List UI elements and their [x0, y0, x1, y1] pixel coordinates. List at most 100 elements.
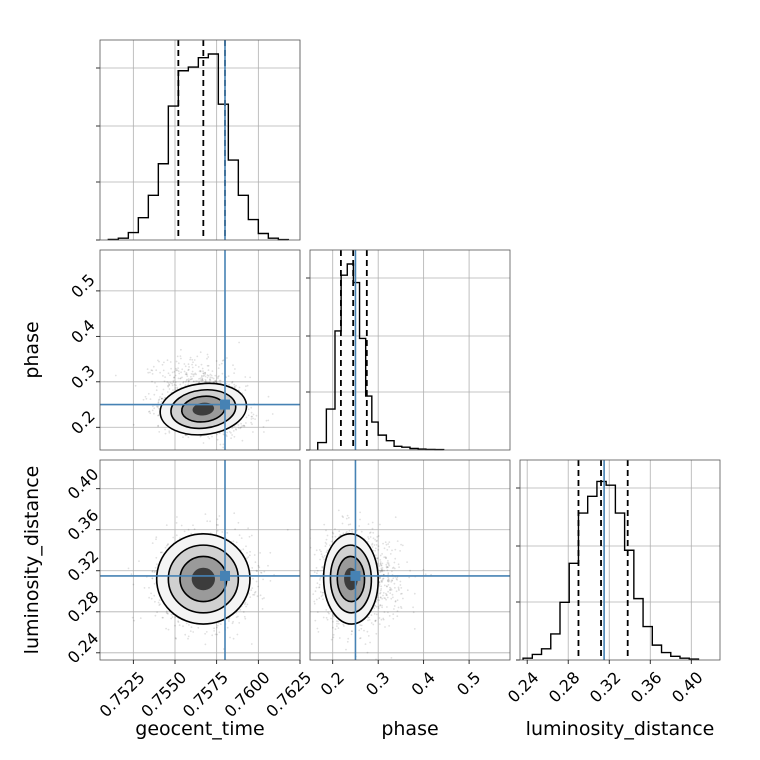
- sample-point: [253, 593, 256, 596]
- sample-point: [391, 593, 394, 596]
- sample-point: [332, 626, 334, 629]
- sample-point: [211, 370, 214, 372]
- sample-point: [341, 522, 344, 525]
- sample-point: [386, 585, 388, 588]
- sample-point: [332, 532, 335, 535]
- sample-point: [319, 577, 322, 580]
- sample-point: [191, 366, 194, 369]
- gridlines: [100, 40, 301, 240]
- sample-point: [375, 544, 378, 546]
- sample-point: [154, 566, 157, 569]
- y-tick-label: 0.40: [64, 464, 103, 503]
- histogram-phase: [317, 263, 445, 451]
- sample-point: [398, 566, 400, 568]
- sample-point: [325, 538, 328, 541]
- sample-point: [174, 388, 177, 391]
- sample-point: [171, 382, 173, 385]
- scatter-panel-geocent_time-phase: [99, 249, 301, 451]
- sample-point: [378, 599, 381, 602]
- sample-point: [262, 578, 264, 581]
- sample-point: [162, 369, 165, 372]
- sample-point: [385, 557, 387, 559]
- x-tick-label: 0.28: [545, 668, 584, 707]
- sample-point: [317, 631, 320, 633]
- sample-point: [338, 637, 341, 639]
- sample-point: [377, 605, 380, 608]
- sample-point: [374, 619, 377, 622]
- sample-point: [202, 379, 204, 382]
- contour-line: [170, 388, 237, 430]
- sample-point: [247, 527, 250, 530]
- sample-point: [211, 376, 214, 379]
- sample-point: [373, 607, 376, 610]
- sample-point: [155, 538, 157, 541]
- sample-point: [374, 538, 376, 541]
- sample-point: [314, 619, 317, 622]
- density-layer: [100, 460, 300, 660]
- sample-point: [164, 432, 167, 435]
- sample-point: [250, 534, 253, 537]
- contour-line: [167, 544, 240, 614]
- sample-point: [374, 547, 377, 550]
- sample-point: [197, 366, 200, 368]
- sample-point: [192, 361, 194, 364]
- x-tick-label: 0.7575: [179, 668, 232, 721]
- sample-point: [245, 422, 247, 424]
- sample-point: [388, 564, 391, 567]
- sample-point: [389, 553, 392, 555]
- sample-point: [175, 360, 178, 363]
- sample-point: [375, 554, 377, 557]
- sample-point: [187, 369, 190, 371]
- sample-point: [213, 380, 216, 383]
- panel-frame: [99, 39, 301, 241]
- sample-point: [148, 586, 150, 589]
- sample-point: [401, 592, 403, 595]
- sample-point: [379, 562, 382, 565]
- sample-point: [382, 577, 385, 580]
- sample-point: [182, 436, 184, 438]
- sample-point: [262, 426, 265, 428]
- sample-point: [358, 525, 361, 527]
- sample-point: [301, 607, 303, 609]
- sample-point: [138, 560, 140, 562]
- sample-point: [250, 421, 253, 424]
- sample-point: [155, 389, 158, 392]
- sample-point: [388, 546, 391, 548]
- sample-point: [161, 551, 164, 554]
- sample-point: [381, 580, 383, 583]
- sample-point: [366, 630, 369, 633]
- sample-point: [329, 544, 331, 547]
- sample-point: [171, 371, 174, 374]
- x-tick-label: 0.2: [317, 668, 348, 699]
- sample-point: [323, 558, 326, 561]
- sample-point: [328, 612, 330, 615]
- sample-point: [359, 511, 361, 514]
- sample-point: [169, 374, 171, 377]
- sample-point: [246, 603, 249, 606]
- sample-point: [351, 630, 353, 633]
- sample-point: [221, 531, 224, 533]
- sample-point: [169, 381, 172, 384]
- sample-point: [364, 643, 367, 645]
- sample-point: [202, 372, 205, 375]
- sample-point: [378, 576, 381, 579]
- sample-point: [232, 430, 235, 432]
- sample-point: [339, 534, 341, 536]
- sample-point: [263, 597, 265, 599]
- sample-point: [367, 635, 370, 637]
- sample-point: [222, 446, 225, 449]
- sample-point: [259, 594, 262, 597]
- sample-point: [214, 633, 217, 636]
- sample-point: [316, 611, 319, 613]
- truth-marker: [220, 570, 230, 581]
- sample-point: [368, 616, 370, 619]
- sample-point: [249, 550, 252, 553]
- sample-point: [206, 357, 208, 360]
- sample-point: [226, 532, 229, 534]
- sample-point: [202, 372, 205, 375]
- sample-point: [393, 561, 396, 564]
- sample-point: [385, 563, 388, 566]
- sample-point: [374, 620, 377, 623]
- sample-point: [245, 557, 248, 560]
- sample-point: [202, 442, 205, 444]
